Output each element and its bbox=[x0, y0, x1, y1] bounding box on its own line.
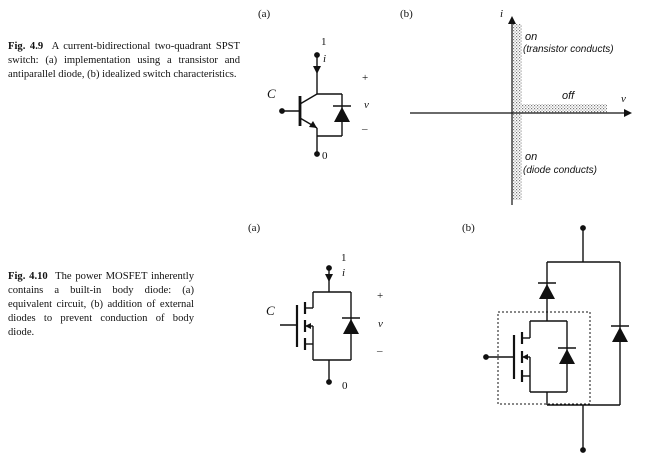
fig-4-9-on-lower-label: on bbox=[525, 151, 538, 163]
fig-4-9-number: Fig. 4.9 bbox=[8, 41, 44, 52]
i-axis-arrow bbox=[508, 16, 516, 24]
body-diode bbox=[343, 319, 359, 334]
fig-4-9-voltage-label: v bbox=[364, 99, 369, 111]
fig-4-10-control-label: C bbox=[266, 303, 275, 318]
fig-4-10-current-label: i bbox=[342, 267, 346, 279]
fig-4-9-caption: Fig. 4.9 A current-bidirectional two-qua… bbox=[8, 40, 240, 82]
fig-4-9-i-axis-label: i bbox=[500, 8, 504, 20]
node-0-terminal bbox=[314, 151, 320, 157]
fig-4-9-characteristic bbox=[410, 16, 632, 205]
fig-4-9-circuit bbox=[279, 52, 351, 157]
current-arrow bbox=[313, 66, 321, 74]
fig-4-9-v-axis-label: v bbox=[621, 93, 626, 105]
fig-4-9-control-label: C bbox=[267, 86, 276, 101]
external-antiparallel-diode bbox=[612, 327, 628, 342]
fig-4-9-caption-text: A current-bidirectional two-quadrant SPS… bbox=[8, 41, 240, 80]
fig-4-10-caption-text: The power MOSFET inherently contains a b… bbox=[8, 271, 194, 338]
fig-4-9-panel-b-label: (b) bbox=[400, 8, 413, 20]
antiparallel-diode bbox=[334, 107, 350, 122]
fig-4-10-node-1-label: 1 bbox=[341, 252, 347, 264]
fig-4-9-on-lower-note: (diode conducts) bbox=[523, 165, 597, 176]
fig-4-10-node-0-label: 0 bbox=[342, 380, 348, 392]
fig-4-9-current-label: i bbox=[323, 53, 327, 65]
fig-4-10-caption: Fig. 4.10 The power MOSFET inherently co… bbox=[8, 270, 194, 340]
mosfet-package-outline bbox=[497, 311, 591, 405]
fig-4-9-off-label: off bbox=[562, 90, 575, 102]
emitter-arrow bbox=[309, 121, 317, 128]
fig-4-9-panel-a-label: (a) bbox=[258, 8, 271, 20]
fig-4-10-panel-a-label: (a) bbox=[248, 222, 261, 234]
fig-4-9-on-upper-note: (transistor conducts) bbox=[523, 44, 614, 55]
fig-4-9-node-0-label: 0 bbox=[322, 150, 328, 162]
fig-4-10-number: Fig. 4.10 bbox=[8, 271, 48, 282]
current-arrow bbox=[325, 274, 333, 282]
fig-4-10-b-circuit bbox=[483, 225, 629, 453]
series-diode bbox=[539, 284, 555, 299]
fig-4-9-minus-label: – bbox=[362, 123, 368, 135]
fig-4-10-circuit bbox=[280, 265, 360, 385]
fig-4-10-plus-label: + bbox=[377, 290, 384, 302]
fig-4-9-on-upper-label: on bbox=[525, 31, 538, 43]
fig-4-10-minus-label: – bbox=[377, 345, 383, 357]
off-region-horizontal bbox=[512, 104, 607, 113]
fig-4-10-panel-b-label: (b) bbox=[462, 222, 475, 234]
fig-4-10-voltage-label: v bbox=[378, 318, 383, 330]
fig-4-9-plus-label: + bbox=[362, 72, 369, 84]
v-axis-arrow bbox=[624, 109, 632, 117]
node-1-terminal bbox=[314, 52, 320, 58]
fig-4-9-node-1-label: 1 bbox=[321, 36, 327, 48]
body-diode bbox=[559, 349, 575, 364]
